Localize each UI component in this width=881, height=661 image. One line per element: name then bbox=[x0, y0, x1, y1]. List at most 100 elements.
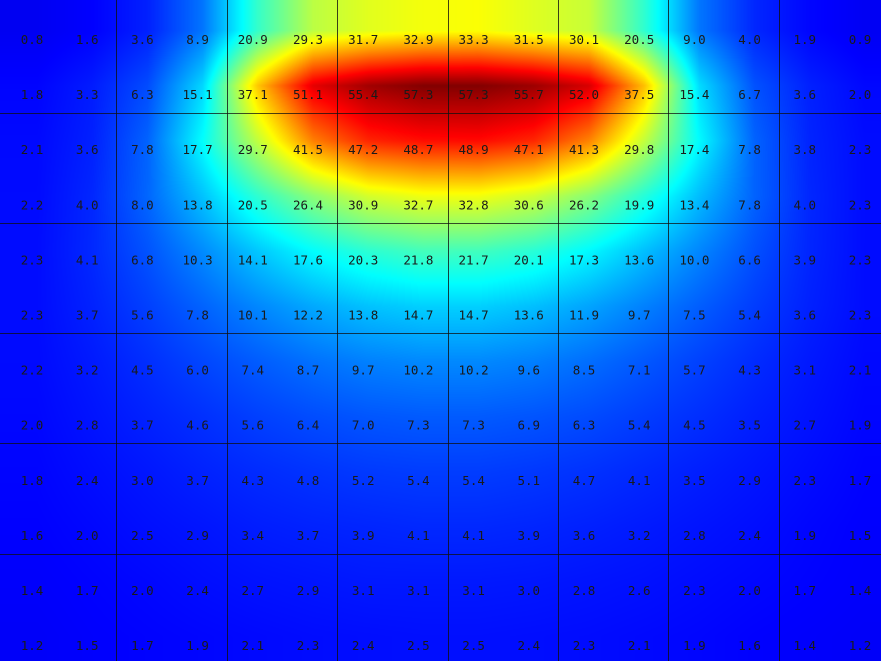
cell-value-label: 4.1 bbox=[462, 528, 485, 543]
cell-value-label: 1.4 bbox=[794, 638, 817, 653]
cell-value-label: 8.0 bbox=[131, 197, 154, 212]
cell-value-label: 5.2 bbox=[352, 473, 375, 488]
cell-value-label: 29.7 bbox=[238, 142, 268, 157]
cell-value-label: 3.5 bbox=[738, 418, 761, 433]
cell-value-label: 2.0 bbox=[738, 583, 761, 598]
cell-value-label: 26.4 bbox=[293, 197, 323, 212]
cell-value-label: 52.0 bbox=[569, 87, 599, 102]
cell-value-label: 4.1 bbox=[76, 252, 99, 267]
cell-value-label: 30.9 bbox=[348, 197, 378, 212]
cell-value-label: 3.1 bbox=[794, 363, 817, 378]
cell-value-label: 17.7 bbox=[183, 142, 213, 157]
cell-value-label: 2.3 bbox=[573, 638, 596, 653]
cell-value-label: 6.6 bbox=[738, 252, 761, 267]
cell-value-label: 17.3 bbox=[569, 252, 599, 267]
cell-value-label: 29.8 bbox=[624, 142, 654, 157]
cell-value-label: 4.0 bbox=[76, 197, 99, 212]
cell-value-label: 55.4 bbox=[348, 87, 378, 102]
cell-value-label: 9.7 bbox=[628, 308, 651, 323]
cell-value-label: 3.8 bbox=[794, 142, 817, 157]
cell-value-label: 2.0 bbox=[849, 87, 872, 102]
cell-value-label: 1.9 bbox=[186, 638, 209, 653]
cell-value-label: 41.3 bbox=[569, 142, 599, 157]
cell-value-label: 2.4 bbox=[738, 528, 761, 543]
cell-value-label: 1.4 bbox=[21, 583, 44, 598]
cell-value-label: 7.8 bbox=[131, 142, 154, 157]
cell-value-label: 2.2 bbox=[21, 197, 44, 212]
cell-value-label: 15.4 bbox=[679, 87, 709, 102]
cell-value-label: 2.2 bbox=[21, 363, 44, 378]
cell-value-label: 10.3 bbox=[183, 252, 213, 267]
cell-value-label: 2.9 bbox=[186, 528, 209, 543]
cell-value-label: 3.0 bbox=[131, 473, 154, 488]
cell-value-label: 3.6 bbox=[794, 308, 817, 323]
cell-value-label: 13.8 bbox=[183, 197, 213, 212]
cell-value-label: 31.7 bbox=[348, 32, 378, 47]
cell-value-label: 4.6 bbox=[186, 418, 209, 433]
cell-value-label: 30.1 bbox=[569, 32, 599, 47]
cell-value-label: 8.9 bbox=[186, 32, 209, 47]
cell-value-label: 2.4 bbox=[352, 638, 375, 653]
cell-value-label: 2.4 bbox=[76, 473, 99, 488]
cell-value-label: 13.8 bbox=[348, 308, 378, 323]
cell-value-label: 20.5 bbox=[238, 197, 268, 212]
cell-value-label: 3.2 bbox=[76, 363, 99, 378]
cell-value-label: 30.6 bbox=[514, 197, 544, 212]
cell-value-label: 2.1 bbox=[628, 638, 651, 653]
cell-value-label: 14.7 bbox=[459, 308, 489, 323]
cell-value-label: 3.9 bbox=[794, 252, 817, 267]
cell-value-label: 19.9 bbox=[624, 197, 654, 212]
cell-value-label: 7.0 bbox=[352, 418, 375, 433]
cell-value-label: 1.6 bbox=[738, 638, 761, 653]
cell-value-label: 5.6 bbox=[131, 308, 154, 323]
cell-value-label: 3.4 bbox=[242, 528, 265, 543]
cell-value-label: 20.1 bbox=[514, 252, 544, 267]
cell-value-label: 3.1 bbox=[352, 583, 375, 598]
cell-value-label: 2.3 bbox=[21, 308, 44, 323]
cell-value-label: 3.7 bbox=[297, 528, 320, 543]
cell-value-label: 32.9 bbox=[403, 32, 433, 47]
cell-value-label: 5.6 bbox=[242, 418, 265, 433]
cell-value-label: 1.5 bbox=[76, 638, 99, 653]
cell-value-label: 5.4 bbox=[628, 418, 651, 433]
cell-value-label: 2.0 bbox=[131, 583, 154, 598]
cell-value-label: 1.7 bbox=[131, 638, 154, 653]
cell-value-label: 8.5 bbox=[573, 363, 596, 378]
cell-value-label: 13.4 bbox=[679, 197, 709, 212]
cell-value-label: 4.3 bbox=[738, 363, 761, 378]
cell-value-label: 2.3 bbox=[297, 638, 320, 653]
cell-value-label: 6.0 bbox=[186, 363, 209, 378]
cell-value-label: 7.8 bbox=[738, 197, 761, 212]
cell-value-label: 2.1 bbox=[21, 142, 44, 157]
cell-value-label: 2.1 bbox=[849, 363, 872, 378]
cell-value-label: 2.3 bbox=[849, 308, 872, 323]
cell-value-label: 1.7 bbox=[76, 583, 99, 598]
cell-value-label: 1.2 bbox=[21, 638, 44, 653]
cell-value-label: 9.0 bbox=[683, 32, 706, 47]
cell-value-label: 1.5 bbox=[849, 528, 872, 543]
cell-value-label: 3.6 bbox=[573, 528, 596, 543]
cell-value-label: 9.7 bbox=[352, 363, 375, 378]
cell-value-label: 4.0 bbox=[794, 197, 817, 212]
cell-value-label: 37.5 bbox=[624, 87, 654, 102]
cell-value-label: 2.1 bbox=[242, 638, 265, 653]
cell-value-label: 14.1 bbox=[238, 252, 268, 267]
cell-value-label: 5.4 bbox=[407, 473, 430, 488]
cell-value-label: 6.7 bbox=[738, 87, 761, 102]
cell-value-label: 4.5 bbox=[683, 418, 706, 433]
cell-value-label: 1.6 bbox=[21, 528, 44, 543]
cell-value-label: 2.4 bbox=[186, 583, 209, 598]
cell-value-label: 3.9 bbox=[518, 528, 541, 543]
cell-value-label: 5.4 bbox=[462, 473, 485, 488]
cell-value-label: 3.3 bbox=[76, 87, 99, 102]
cell-value-label: 5.4 bbox=[738, 308, 761, 323]
cell-value-label: 20.3 bbox=[348, 252, 378, 267]
cell-value-label: 15.1 bbox=[183, 87, 213, 102]
cell-value-label: 48.7 bbox=[403, 142, 433, 157]
cell-value-label: 11.9 bbox=[569, 308, 599, 323]
cell-value-label: 6.9 bbox=[518, 418, 541, 433]
cell-value-label: 7.5 bbox=[683, 308, 706, 323]
cell-value-label: 3.1 bbox=[462, 583, 485, 598]
